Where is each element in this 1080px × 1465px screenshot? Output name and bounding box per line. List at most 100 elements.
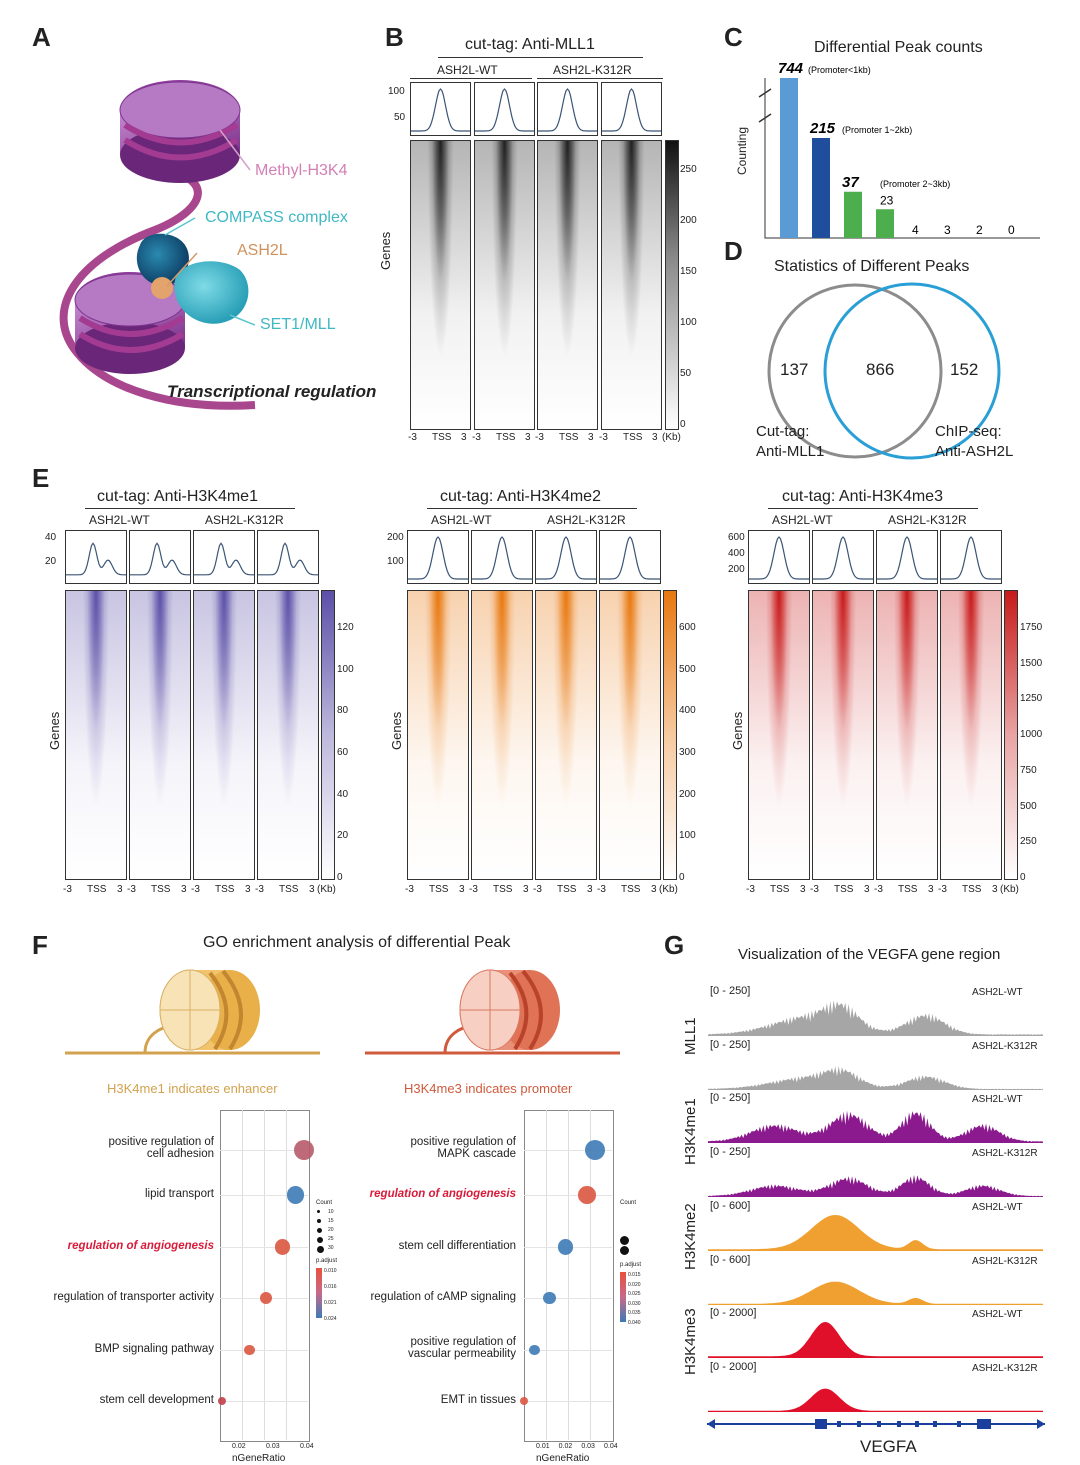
promoter-nucleosome-illustration: [365, 969, 620, 1055]
top-nucleosome: [119, 80, 241, 183]
legend-count-value: 25: [328, 1236, 334, 1242]
profile-curve: [600, 536, 660, 580]
track-mark-label: MLL1: [682, 1017, 699, 1055]
x-tick: TSS: [621, 884, 641, 895]
dotplot-hgrid: [220, 1350, 308, 1351]
x-tick: 3: [651, 884, 657, 895]
track-sample: ASH2L-WT: [972, 987, 1023, 998]
heatmap-column: [407, 590, 469, 880]
legend-p-value: 0.040: [628, 1320, 641, 1326]
venn-overlap-count: 866: [866, 360, 895, 379]
legend-count-value: 30: [328, 1245, 334, 1251]
x-tick: -3: [938, 884, 947, 895]
legend-p-value: 0.015: [628, 1272, 641, 1278]
e-title-rule: [427, 508, 637, 509]
bar-value-label: 37: [842, 174, 859, 191]
track-range: [0 - 2000]: [710, 1361, 757, 1373]
dotplot-vgrid: [546, 1110, 547, 1440]
go-term-label: regulation of angiogenesis: [369, 1188, 516, 1200]
e-colorbar: [663, 590, 677, 880]
axis-break: [758, 113, 772, 123]
signal-area: [708, 1174, 1043, 1197]
x-tick: -3: [469, 884, 478, 895]
x-tick: -3: [597, 884, 606, 895]
set1-mll-blob: [174, 261, 249, 324]
bar-value-label: 23: [880, 193, 894, 207]
panel-d-title: Statistics of Different Peaks: [774, 258, 970, 275]
colorbar-tick: 1250: [1020, 693, 1043, 705]
legend-p-colorbar: [620, 1272, 626, 1322]
panel-c-letter: C: [724, 22, 743, 52]
heatmap-column: [812, 590, 874, 880]
e-group-k312r: ASH2L-K312R: [547, 513, 626, 527]
x-tick: TSS: [496, 432, 516, 443]
colorbar-tick: 50: [680, 368, 692, 379]
panel-b-title: cut-tag: Anti-MLL1: [465, 36, 595, 53]
e-set-title: cut-tag: Anti-H3K4me2: [440, 488, 601, 505]
profile-plot: [471, 530, 533, 584]
legend-count-dot: [317, 1228, 322, 1233]
dotplot-frame: [524, 1110, 614, 1442]
heatmap-column: [471, 590, 533, 880]
dotplot-hgrid: [220, 1150, 308, 1151]
x-tick: -3: [255, 884, 264, 895]
x-tick: 3: [652, 432, 658, 443]
profile-curve: [475, 88, 534, 132]
profile-curve: [66, 542, 126, 576]
e-colorbar: [1004, 590, 1018, 880]
track-mark-label: H3K4me2: [682, 1203, 699, 1270]
e-set-title: cut-tag: Anti-H3K4me3: [782, 488, 943, 505]
x-tick: 3: [461, 432, 467, 443]
go-dot: [529, 1344, 540, 1356]
ash2l-blob: [151, 277, 173, 299]
x-tick: TSS: [151, 884, 171, 895]
go-term-label: regulation of transporter activity: [53, 1291, 214, 1303]
legend-p-value: 0.016: [324, 1284, 337, 1290]
signal-area: [708, 1388, 1043, 1412]
colorbar-tick: 750: [1020, 764, 1037, 776]
track-range: [0 - 600]: [710, 1200, 751, 1212]
heatmap-column: [940, 590, 1002, 880]
signal-track: [708, 1000, 1043, 1036]
signal-track: [708, 1215, 1043, 1251]
profile-tick: 200: [728, 564, 745, 575]
profile-curve: [472, 536, 532, 580]
x-tick: TSS: [215, 884, 235, 895]
signal-area: [708, 1110, 1043, 1143]
x-unit: (Kb): [662, 432, 681, 443]
track-sample: ASH2L-WT: [972, 1309, 1023, 1320]
dotplot-xlabel: nGeneRatio: [232, 1453, 286, 1464]
e-title-rule: [85, 508, 295, 509]
signal-area: [708, 1215, 1043, 1251]
profile-tick: 400: [728, 548, 745, 559]
colorbar-tick: 600: [679, 622, 696, 633]
vegfa-gene-model: [707, 1419, 1045, 1429]
go-dot: [558, 1239, 574, 1255]
panel-g-title: Visualization of the VEGFA gene region: [738, 946, 1001, 963]
x-tick: 3: [800, 884, 806, 895]
colorbar-tick: 1000: [1020, 729, 1043, 741]
profile-plot: [535, 530, 597, 584]
track-mark-label: H3K4me3: [682, 1308, 699, 1375]
e-ylabel: Genes: [730, 711, 745, 750]
go-dot: [578, 1186, 596, 1204]
heatmap-column: [601, 140, 662, 430]
nucleosome-illustration: [59, 80, 256, 410]
legend-p-title: p.adjust: [620, 1262, 642, 1268]
profile-curve: [749, 536, 809, 580]
track-range: [0 - 250]: [710, 1039, 751, 1051]
heatmap-column: [599, 590, 661, 880]
panel-f-letter: F: [32, 930, 48, 960]
colorbar-tick: 100: [679, 830, 696, 842]
legend-count-value: 20: [328, 1227, 334, 1233]
venn-right-circle: [823, 282, 1001, 460]
profile-tick: 600: [728, 532, 745, 543]
legend-p-value: 0.020: [628, 1281, 641, 1288]
profile-curve: [130, 542, 190, 576]
legend-p-value: 0.010: [324, 1268, 337, 1274]
track-range: [0 - 600]: [710, 1254, 751, 1266]
x-tick: -3: [63, 884, 72, 895]
x-tick: TSS: [557, 884, 577, 895]
bar-value-label: 0: [1008, 223, 1015, 237]
profile-plot: [601, 82, 662, 136]
